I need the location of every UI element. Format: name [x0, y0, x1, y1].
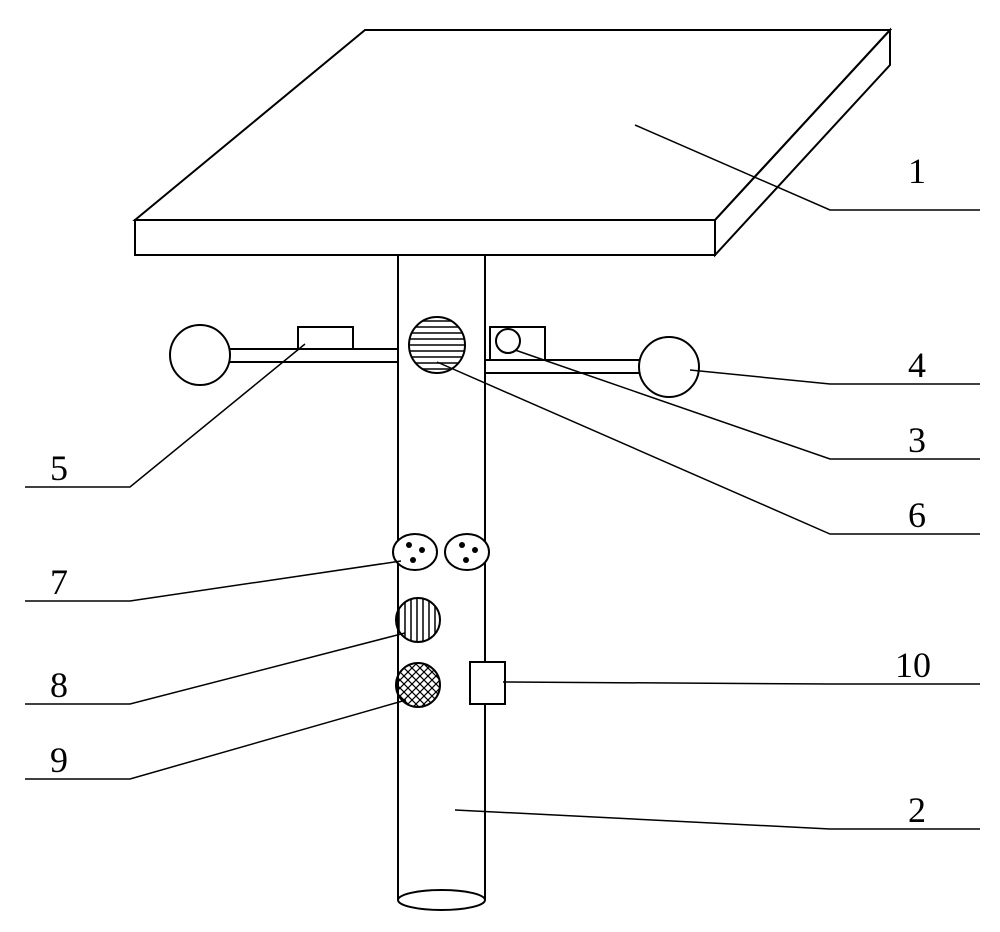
- small-rectangle: [470, 662, 505, 704]
- diagram-container: 1 4 3 6 10 2 5 7 8 9: [0, 0, 1000, 932]
- label-7: 7: [50, 561, 68, 603]
- label-1: 1: [908, 150, 926, 192]
- label-6: 6: [908, 494, 926, 536]
- label-9: 9: [50, 739, 68, 781]
- label-10: 10: [895, 644, 931, 686]
- paired-dotted-ellipses: [393, 534, 489, 570]
- diagram-svg: [0, 0, 1000, 932]
- left-arm: [170, 325, 398, 385]
- callouts: [25, 125, 980, 829]
- top-plate: [135, 30, 890, 255]
- center-patterned-circle: [409, 317, 465, 373]
- label-2: 2: [908, 789, 926, 831]
- right-arm: [485, 327, 699, 397]
- label-3: 3: [908, 419, 926, 461]
- label-4: 4: [908, 344, 926, 386]
- label-8: 8: [50, 664, 68, 706]
- mid-circle: [396, 598, 440, 642]
- label-5: 5: [50, 447, 68, 489]
